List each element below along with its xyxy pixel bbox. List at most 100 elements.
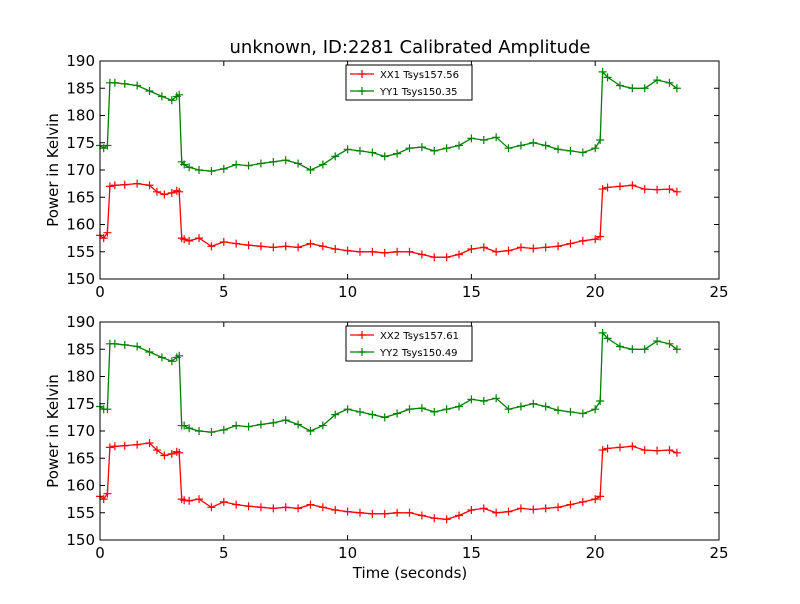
data-point <box>195 495 204 504</box>
data-point <box>331 152 340 161</box>
data-point <box>219 497 228 506</box>
data-point <box>603 334 612 343</box>
data-point <box>281 242 290 251</box>
x-tick-label: 0 <box>95 544 105 562</box>
data-point <box>615 443 624 452</box>
data-point <box>207 242 216 251</box>
y-tick-label: 180 <box>66 107 95 125</box>
data-point <box>653 337 662 346</box>
data-point <box>442 144 451 153</box>
series-2-2 <box>96 328 681 437</box>
data-point <box>578 497 587 506</box>
data-point <box>281 503 290 512</box>
chart-title: unknown, ID:2281 Calibrated Amplitude <box>230 37 591 58</box>
y-tick-label: 190 <box>66 52 95 70</box>
data-point <box>207 167 216 176</box>
data-point <box>672 187 681 196</box>
data-point <box>195 427 204 435</box>
data-point <box>157 92 166 101</box>
legend-marker <box>358 331 366 339</box>
data-point <box>598 328 607 337</box>
data-point <box>232 421 241 430</box>
data-point <box>596 397 605 406</box>
data-point <box>368 509 377 518</box>
data-point <box>175 90 184 99</box>
data-point <box>110 339 119 348</box>
data-point <box>672 448 681 457</box>
data-point <box>306 239 315 248</box>
data-point <box>380 509 389 518</box>
data-point <box>281 156 290 165</box>
data-point <box>417 404 426 413</box>
data-point <box>244 422 253 431</box>
data-point <box>492 247 501 256</box>
series-2-1 <box>96 438 681 524</box>
y-tick-label: 175 <box>66 134 95 152</box>
y-axis-label: Power in Kelvin <box>44 374 62 488</box>
data-point <box>133 440 142 449</box>
data-point <box>393 149 402 158</box>
data-point <box>343 405 352 414</box>
data-point <box>479 504 488 513</box>
data-point <box>103 405 112 414</box>
legend-marker <box>358 87 366 95</box>
y-tick-label: 155 <box>66 243 95 261</box>
data-point <box>665 339 674 348</box>
data-point <box>343 507 352 516</box>
data-point <box>306 500 315 509</box>
legend-box <box>345 325 473 362</box>
data-point <box>467 506 476 515</box>
data-point <box>110 181 119 190</box>
legend: XX1 Tsys157.56 YY1 Tsys150.35 <box>345 64 473 101</box>
data-point <box>294 504 303 513</box>
data-point <box>355 508 364 517</box>
data-point <box>529 138 538 147</box>
data-point <box>598 446 607 455</box>
y-tick-label: 150 <box>66 270 95 288</box>
data-point <box>244 502 253 511</box>
data-point <box>145 347 154 356</box>
data-point <box>615 182 624 191</box>
y-tick-label: 150 <box>66 531 95 549</box>
data-point <box>516 504 525 513</box>
data-point <box>120 441 129 450</box>
data-point <box>541 504 550 513</box>
plot-panel-2: 0 5 10 15 20 25 150 155 160 165 170 175 180 185 190 Pow… <box>44 313 729 562</box>
data-point <box>405 144 414 153</box>
data-point <box>393 409 402 418</box>
x-tick-label: 10 <box>338 544 357 562</box>
data-point <box>554 406 563 415</box>
data-point <box>628 345 637 354</box>
data-point <box>232 500 241 509</box>
data-point <box>133 342 142 351</box>
data-point <box>591 405 600 414</box>
y-axis-label: Power in Kelvin <box>44 113 62 227</box>
data-point <box>516 402 525 411</box>
data-point <box>566 146 575 155</box>
data-point <box>318 503 327 512</box>
data-point <box>219 164 228 173</box>
data-point <box>368 410 377 419</box>
data-point <box>455 250 464 259</box>
data-point <box>343 246 352 255</box>
data-point <box>175 351 184 360</box>
y-tick-label: 185 <box>66 340 95 358</box>
x-tick-label: 15 <box>462 544 481 562</box>
data-point <box>145 181 154 190</box>
data-point <box>232 239 241 248</box>
data-point <box>615 342 624 351</box>
legend-label: YY2 Tsys150.49 <box>379 348 458 359</box>
data-point <box>368 247 377 256</box>
data-point <box>103 228 112 237</box>
data-point <box>167 188 176 197</box>
data-point <box>492 394 501 403</box>
legend-label: YY1 Tsys150.35 <box>379 87 458 98</box>
data-point <box>175 448 184 457</box>
x-tick-label: 0 <box>95 283 105 301</box>
data-point <box>455 141 464 150</box>
data-point <box>504 246 513 255</box>
x-tick-label: 20 <box>586 283 605 301</box>
y-tick-label: 155 <box>66 504 95 522</box>
y-tick-label: 190 <box>66 313 95 331</box>
data-point <box>244 161 253 170</box>
